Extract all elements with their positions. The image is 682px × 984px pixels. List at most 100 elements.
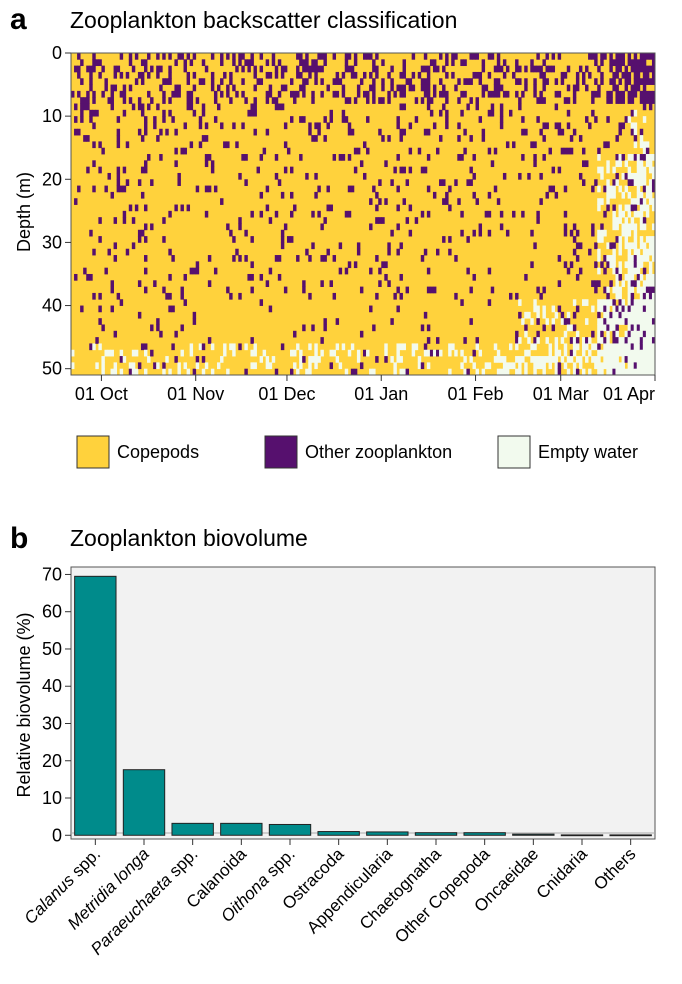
heatmap-cell bbox=[578, 356, 583, 363]
heatmap-cell bbox=[521, 356, 525, 363]
heatmap-cell bbox=[563, 185, 568, 193]
y-tick-label: 20 bbox=[42, 169, 62, 189]
heatmap-cell bbox=[597, 255, 601, 262]
heatmap-cell bbox=[463, 90, 467, 98]
heatmap-cell bbox=[125, 71, 130, 79]
heatmap-cell bbox=[274, 172, 279, 180]
heatmap-cell bbox=[128, 59, 133, 67]
heatmap-cell bbox=[533, 343, 537, 351]
heatmap-cell bbox=[144, 122, 148, 130]
heatmap-cell bbox=[220, 53, 224, 60]
heatmap-cell bbox=[533, 242, 537, 250]
heatmap-cell bbox=[642, 318, 647, 325]
heatmap-cell bbox=[615, 337, 619, 344]
heatmap-cell bbox=[648, 299, 653, 306]
heatmap-cell bbox=[423, 248, 428, 256]
heatmap-cell bbox=[359, 286, 364, 294]
heatmap-cell bbox=[423, 84, 428, 92]
heatmap-cell bbox=[624, 343, 629, 351]
heatmap-cell bbox=[636, 343, 641, 351]
heatmap-cell bbox=[597, 337, 601, 344]
heatmap-cell bbox=[353, 97, 358, 104]
heatmap-cell bbox=[591, 223, 595, 231]
heatmap-cell bbox=[223, 343, 227, 351]
heatmap-cell bbox=[566, 65, 571, 73]
heatmap-cell bbox=[104, 349, 108, 357]
heatmap-cell bbox=[648, 103, 653, 111]
heatmap-cell bbox=[618, 204, 622, 212]
heatmap-cell bbox=[384, 160, 388, 168]
heatmap-cell bbox=[423, 78, 428, 85]
heatmap-cell bbox=[536, 311, 540, 319]
heatmap-cell bbox=[472, 191, 476, 199]
heatmap-cell bbox=[630, 349, 635, 357]
heatmap-cell bbox=[305, 248, 309, 256]
heatmap-cell bbox=[405, 286, 410, 294]
heatmap-cell bbox=[95, 59, 99, 67]
heatmap-cell bbox=[320, 78, 324, 85]
heatmap-cell bbox=[627, 267, 632, 275]
heatmap-cell bbox=[597, 324, 601, 332]
heatmap-cell bbox=[603, 349, 607, 357]
heatmap-cell bbox=[557, 255, 562, 262]
heatmap-cell bbox=[393, 166, 397, 174]
y-tick-label: 30 bbox=[42, 713, 62, 733]
heatmap-cell bbox=[542, 84, 546, 92]
heatmap-cell bbox=[472, 53, 476, 60]
heatmap-cell bbox=[648, 292, 653, 300]
heatmap-cell bbox=[448, 368, 452, 376]
heatmap-cell bbox=[180, 53, 184, 60]
heatmap-cell bbox=[372, 59, 376, 67]
heatmap-cell bbox=[566, 368, 571, 376]
heatmap-cell bbox=[466, 179, 470, 186]
heatmap-cell bbox=[518, 65, 522, 73]
heatmap-cell bbox=[612, 349, 616, 357]
heatmap-cell bbox=[381, 217, 385, 224]
heatmap-cell bbox=[335, 343, 340, 351]
heatmap-cell bbox=[317, 65, 321, 73]
heatmap-cell bbox=[86, 166, 90, 174]
heatmap-cell bbox=[156, 65, 160, 73]
heatmap-cell bbox=[648, 198, 653, 205]
heatmap-cell bbox=[633, 128, 638, 136]
heatmap-cell bbox=[651, 242, 656, 250]
heatmap-cell bbox=[496, 78, 501, 85]
heatmap-cell bbox=[341, 116, 346, 123]
heatmap-cell bbox=[329, 109, 333, 117]
heatmap-cell bbox=[582, 71, 586, 79]
heatmap-cell bbox=[624, 172, 629, 180]
heatmap-cell bbox=[89, 65, 93, 73]
heatmap-cell bbox=[274, 97, 279, 104]
heatmap-cell bbox=[630, 299, 635, 306]
heatmap-cell bbox=[515, 368, 519, 376]
heatmap-cell bbox=[615, 90, 619, 98]
heatmap-cell bbox=[621, 311, 625, 319]
heatmap-cell bbox=[645, 210, 650, 218]
heatmap-cell bbox=[481, 65, 486, 73]
heatmap-cell bbox=[582, 343, 586, 351]
heatmap-cell bbox=[241, 78, 245, 85]
heatmap-cell bbox=[630, 261, 635, 269]
heatmap-cell bbox=[350, 65, 355, 73]
heatmap-cell bbox=[320, 280, 324, 287]
heatmap-cell bbox=[530, 65, 534, 73]
heatmap-cell bbox=[378, 97, 382, 104]
heatmap-cell bbox=[338, 362, 343, 370]
heatmap-cell bbox=[554, 90, 559, 98]
heatmap-cell bbox=[515, 78, 519, 85]
heatmap-cell bbox=[86, 90, 90, 98]
heatmap-cell bbox=[439, 135, 443, 142]
heatmap-cell bbox=[651, 273, 656, 281]
heatmap-cell bbox=[405, 179, 410, 186]
heatmap-cell bbox=[536, 65, 540, 73]
heatmap-cell bbox=[147, 53, 151, 60]
heatmap-cell bbox=[92, 160, 96, 168]
bar bbox=[220, 822, 263, 836]
heatmap-cell bbox=[609, 280, 613, 287]
heatmap-cell bbox=[575, 84, 580, 92]
heatmap-cell bbox=[314, 122, 318, 130]
heatmap-cell bbox=[636, 305, 641, 313]
heatmap-cell bbox=[423, 53, 428, 60]
heatmap-cell bbox=[372, 65, 376, 73]
heatmap-cell bbox=[642, 349, 647, 357]
